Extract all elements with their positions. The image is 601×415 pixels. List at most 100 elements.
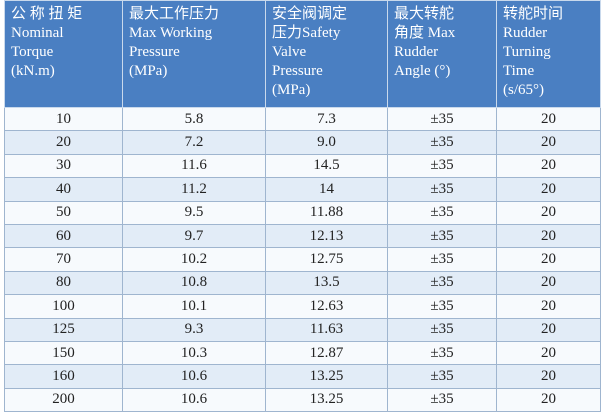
header-line: 角度 Max [394, 25, 456, 41]
table-cell: 20 [496, 130, 601, 155]
header-line: 最大转舵 [394, 6, 455, 22]
table-cell: 160 [4, 364, 123, 389]
table-cell: 13.25 [265, 364, 388, 389]
table-cell: 11.88 [265, 200, 388, 225]
table-cell: 10.3 [122, 340, 266, 366]
table-cell: ±35 [387, 106, 497, 132]
table-cell: 9.0 [265, 130, 388, 155]
table-cell: 20 [496, 364, 601, 389]
table-cell: ±35 [387, 130, 497, 155]
table-cell: 11.63 [265, 317, 388, 342]
header-line: Pressure [129, 44, 180, 60]
table-cell: 9.5 [122, 200, 266, 225]
header-line: Pressure [272, 63, 323, 79]
table-row: 200 10.6 13.25 ±35 20 [4, 387, 601, 413]
table-cell: ±35 [387, 294, 497, 319]
table-cell: ±35 [387, 340, 497, 366]
header-line: Angle (°) [394, 63, 451, 79]
table-cell: 10 [4, 106, 123, 132]
table-row: 80 10.8 13.5 ±35 20 [4, 270, 601, 296]
table-cell: ±35 [387, 317, 497, 342]
table-cell: 11.6 [122, 153, 266, 179]
table-cell: 12.75 [265, 247, 388, 272]
table-cell: 11.2 [122, 177, 266, 202]
table-cell: 20 [496, 177, 601, 202]
header-line: 公 称 扭 矩 [11, 6, 83, 22]
header-line: Valve [272, 44, 307, 60]
table-cell: ±35 [387, 247, 497, 272]
table-cell: 12.13 [265, 223, 388, 249]
header-line: (MPa) [129, 63, 168, 79]
table-cell: 80 [4, 270, 123, 296]
table-cell: 20 [496, 200, 601, 225]
table-cell: 5.8 [122, 106, 266, 132]
table-row: 40 11.2 14 ±35 20 [4, 177, 601, 202]
table-row: 60 9.7 12.13 ±35 20 [4, 223, 601, 249]
table-cell: 150 [4, 340, 123, 366]
table-row: 125 9.3 11.63 ±35 20 [4, 317, 601, 342]
header-cell: 公 称 扭 矩 Nominal Torque (kN.m) [4, 0, 123, 108]
table-row: 10 5.8 7.3 ±35 20 [4, 106, 601, 132]
table-cell: 20 [496, 153, 601, 179]
table-cell: 20 [496, 317, 601, 342]
header-line: 安全阀调定 [272, 6, 348, 22]
table-cell: 13.5 [265, 270, 388, 296]
table-row: 20 7.2 9.0 ±35 20 [4, 130, 601, 155]
table-cell: 13.25 [265, 387, 388, 413]
table-cell: ±35 [387, 270, 497, 296]
header-line: Nominal [11, 25, 64, 41]
table-cell: ±35 [387, 177, 497, 202]
table-cell: 125 [4, 317, 123, 342]
table-cell: 10.8 [122, 270, 266, 296]
header-cell: 最大工作压力 Max Working Pressure (MPa) [122, 0, 266, 108]
header-line: Rudder [394, 44, 439, 60]
header-line: Turning [503, 44, 551, 60]
table-cell: 7.3 [265, 106, 388, 132]
table-cell: 9.3 [122, 317, 266, 342]
table-cell: 20 [496, 247, 601, 272]
header-cell: 最大转舵角度 Max Rudder Angle (°) [387, 0, 497, 108]
table-cell: 14.5 [265, 153, 388, 179]
table-cell: 12.87 [265, 340, 388, 366]
table-cell: ±35 [387, 200, 497, 225]
table-cell: 14 [265, 177, 388, 202]
header-line: (s/65°) [503, 82, 544, 98]
spec-table: 公 称 扭 矩 Nominal Torque (kN.m) 最大工作压力 Max Work… [4, 0, 601, 413]
table-cell: 20 [496, 387, 601, 413]
table-cell: 20 [496, 270, 601, 296]
table-cell: 10.2 [122, 247, 266, 272]
table-cell: 12.63 [265, 294, 388, 319]
table-row: 70 10.2 12.75 ±35 20 [4, 247, 601, 272]
header-line: Torque [11, 44, 54, 60]
table-cell: 9.7 [122, 223, 266, 249]
table-body: 10 5.8 7.3 ±35 20 20 7.2 9.0 ±35 20 30 11.6 14.5 ±35 2… [4, 106, 601, 413]
table-row: 30 11.6 14.5 ±35 20 [4, 153, 601, 179]
header-line: Max Working [129, 25, 213, 41]
table-row: 150 10.3 12.87 ±35 20 [4, 340, 601, 366]
table-cell: 20 [496, 106, 601, 132]
table-cell: ±35 [387, 153, 497, 179]
table-cell: 10.6 [122, 387, 266, 413]
table-cell: 20 [4, 130, 123, 155]
header-line: Time [503, 63, 535, 79]
table-cell: ±35 [387, 364, 497, 389]
header-line: Rudder [503, 25, 548, 41]
table-cell: 10.6 [122, 364, 266, 389]
table-cell: 10.1 [122, 294, 266, 319]
table-cell: 60 [4, 223, 123, 249]
table-cell: 7.2 [122, 130, 266, 155]
table-row: 50 9.5 11.88 ±35 20 [4, 200, 601, 225]
table-row: 100 10.1 12.63 ±35 20 [4, 294, 601, 319]
header-line: (kN.m) [11, 63, 55, 79]
header-line: 压力Safety [272, 25, 341, 41]
table-cell: 20 [496, 340, 601, 366]
table-cell: 20 [496, 294, 601, 319]
table-cell: ±35 [387, 223, 497, 249]
header-row: 公 称 扭 矩 Nominal Torque (kN.m) 最大工作压力 Max Work… [4, 0, 601, 108]
header-line: 最大工作压力 [129, 6, 220, 22]
table-row: 160 10.6 13.25 ±35 20 [4, 364, 601, 389]
table-cell: 200 [4, 387, 123, 413]
table-cell: ±35 [387, 387, 497, 413]
header-line: (MPa) [272, 82, 311, 98]
